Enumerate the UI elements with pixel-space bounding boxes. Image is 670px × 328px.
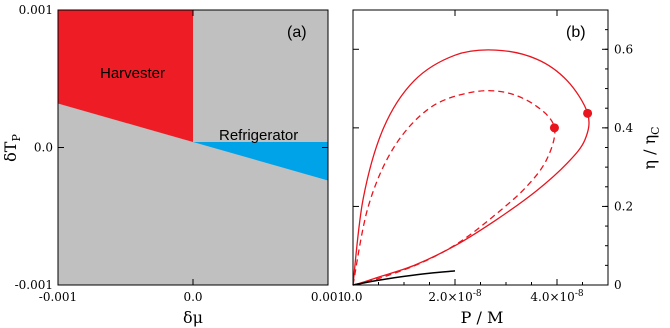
panel-a-xtick-label: -0.001 <box>39 290 77 304</box>
panel-b: 0.0 2.0×10-8 4.0×10-800.20.40.6 (b) P / M … <box>343 9 662 327</box>
panel-a: Harvester Refrigerator (a) -0.001 0.0 0.00… <box>1 3 345 327</box>
panel-b-ylabel-sub: C <box>649 126 662 134</box>
region-refrigerator <box>193 142 328 181</box>
panel-b-xtick-label: 0.0 <box>343 290 362 304</box>
region-harvester <box>58 10 193 142</box>
panel-b-ylabel-base: η / η <box>640 135 659 170</box>
panel-a-regions <box>58 10 328 181</box>
panel-a-ytick-label: -0.001 <box>15 278 53 292</box>
panel-a-ylabel: δTP <box>1 134 23 162</box>
panel-b-ytick-label: 0 <box>614 278 622 292</box>
panel-a-xtick-label: 0.001 <box>311 290 345 304</box>
panel-a-xtick-label: 0.0 <box>183 290 202 304</box>
series-dashed-1 <box>352 90 556 286</box>
panel-b-ytick-label: 0.4 <box>614 121 633 135</box>
panel-b-markers <box>549 108 593 133</box>
panel-a-ticks: -0.001 0.0 0.001 -0.001 0.0 0.001 <box>15 3 346 304</box>
panel-b-ytick-label: 0.6 <box>614 42 633 56</box>
panel-b-series <box>352 49 590 286</box>
panel-b-ylabel: η / ηC <box>640 126 662 169</box>
panel-a-ytick-label: 0.0 <box>34 141 53 155</box>
panel-b-ytick-label: 0.2 <box>614 199 633 213</box>
panel-b-xtick-label: 4.0×10-8 <box>530 289 583 304</box>
panel-b-background <box>353 10 608 285</box>
refrigerator-label: Refrigerator <box>219 127 298 144</box>
panel-b-ticks: 0.0 2.0×10-8 4.0×10-8 0 0.2 0.4 0.6 <box>343 9 633 304</box>
max-power-point <box>583 108 593 118</box>
max-power-point <box>549 123 559 133</box>
series-solid-0 <box>352 49 590 286</box>
panel-a-ylabel-sub: P <box>10 134 23 142</box>
panel-b-xtick-label: 2.0×10-8 <box>428 289 481 304</box>
panel-a-xlabel: δμ <box>183 308 203 327</box>
panel-b-xlabel: P / M <box>461 308 504 327</box>
panel-a-label: (a) <box>287 24 307 41</box>
panel-a-ytick-label: 0.001 <box>19 3 53 17</box>
panel-b-label: (b) <box>566 24 586 41</box>
panel-a-ylabel-base: δT <box>1 141 20 162</box>
harvester-label: Harvester <box>100 65 165 82</box>
series-solid-2 <box>352 270 456 286</box>
